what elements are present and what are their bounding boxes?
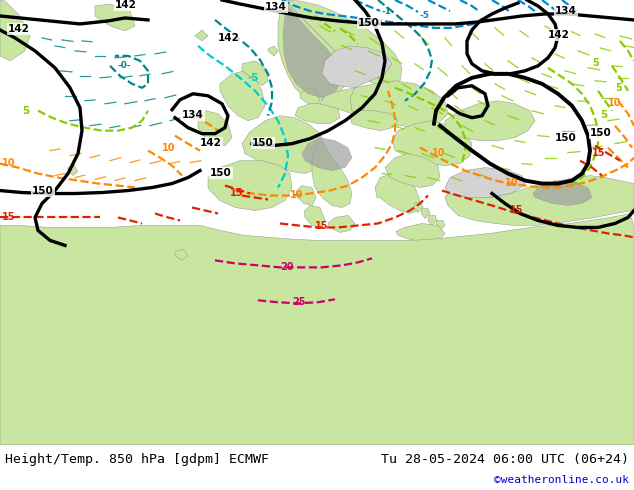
- Text: 142: 142: [115, 0, 137, 10]
- Polygon shape: [320, 88, 398, 128]
- Polygon shape: [396, 223, 445, 242]
- Polygon shape: [312, 141, 352, 207]
- Text: -5: -5: [248, 73, 259, 83]
- Text: 134: 134: [265, 2, 287, 12]
- Polygon shape: [295, 104, 340, 123]
- Polygon shape: [392, 121, 472, 166]
- Polygon shape: [322, 46, 392, 88]
- Polygon shape: [350, 81, 448, 128]
- Text: 5: 5: [600, 110, 607, 120]
- Text: 10: 10: [162, 143, 176, 152]
- Polygon shape: [296, 186, 316, 205]
- Polygon shape: [304, 205, 325, 227]
- Polygon shape: [242, 116, 325, 173]
- Polygon shape: [0, 214, 634, 445]
- Text: 15: 15: [315, 221, 328, 231]
- Text: Height/Temp. 850 hPa [gdpm] ECMWF: Height/Temp. 850 hPa [gdpm] ECMWF: [5, 453, 269, 466]
- Text: 150: 150: [590, 128, 612, 138]
- Polygon shape: [385, 154, 440, 188]
- Text: 142: 142: [200, 138, 222, 147]
- Text: 134: 134: [555, 6, 577, 16]
- Polygon shape: [436, 220, 445, 230]
- Text: 15: 15: [592, 147, 605, 158]
- Polygon shape: [220, 71, 265, 121]
- Text: 10: 10: [2, 158, 15, 168]
- Polygon shape: [302, 138, 352, 171]
- Text: 134: 134: [182, 110, 204, 120]
- Polygon shape: [328, 216, 355, 232]
- Polygon shape: [95, 4, 135, 31]
- Polygon shape: [428, 216, 437, 225]
- Text: 5: 5: [22, 106, 29, 116]
- Text: 142: 142: [548, 30, 570, 40]
- Polygon shape: [445, 168, 525, 197]
- Polygon shape: [283, 6, 342, 98]
- Text: 5: 5: [615, 83, 622, 93]
- Text: ©weatheronline.co.uk: ©weatheronline.co.uk: [494, 475, 629, 485]
- Text: 142: 142: [8, 24, 30, 34]
- Polygon shape: [414, 202, 423, 213]
- Text: 15: 15: [230, 188, 243, 197]
- Polygon shape: [0, 0, 30, 61]
- Polygon shape: [175, 249, 188, 260]
- Polygon shape: [285, 0, 402, 86]
- Polygon shape: [268, 46, 278, 56]
- Polygon shape: [421, 208, 430, 219]
- Polygon shape: [242, 61, 268, 86]
- Polygon shape: [445, 101, 535, 141]
- Text: 150: 150: [210, 168, 232, 177]
- Text: 15: 15: [510, 205, 524, 216]
- Text: -1: -1: [382, 7, 392, 16]
- Text: 20: 20: [280, 262, 294, 272]
- Text: Tu 28-05-2024 06:00 UTC (06+24): Tu 28-05-2024 06:00 UTC (06+24): [381, 453, 629, 466]
- Text: 10: 10: [432, 147, 446, 158]
- Polygon shape: [375, 173, 420, 214]
- Text: 15: 15: [2, 213, 15, 222]
- Polygon shape: [278, 0, 348, 101]
- Polygon shape: [198, 111, 232, 146]
- Polygon shape: [68, 166, 78, 175]
- Text: 150: 150: [358, 18, 380, 28]
- Polygon shape: [208, 161, 292, 211]
- Text: 150: 150: [252, 138, 274, 147]
- Polygon shape: [195, 30, 208, 41]
- Text: -5: -5: [420, 11, 430, 20]
- Text: -0-: -0-: [118, 61, 132, 70]
- Text: 5: 5: [592, 58, 598, 68]
- Polygon shape: [533, 180, 592, 205]
- Text: 10: 10: [290, 190, 304, 199]
- Text: 25: 25: [292, 297, 306, 307]
- Text: 10: 10: [608, 98, 621, 108]
- Text: 150: 150: [555, 133, 577, 143]
- Text: 150: 150: [32, 186, 54, 196]
- Text: 10: 10: [505, 177, 519, 188]
- Polygon shape: [350, 111, 398, 131]
- Polygon shape: [445, 175, 634, 225]
- Text: 142: 142: [218, 33, 240, 43]
- Polygon shape: [300, 88, 320, 108]
